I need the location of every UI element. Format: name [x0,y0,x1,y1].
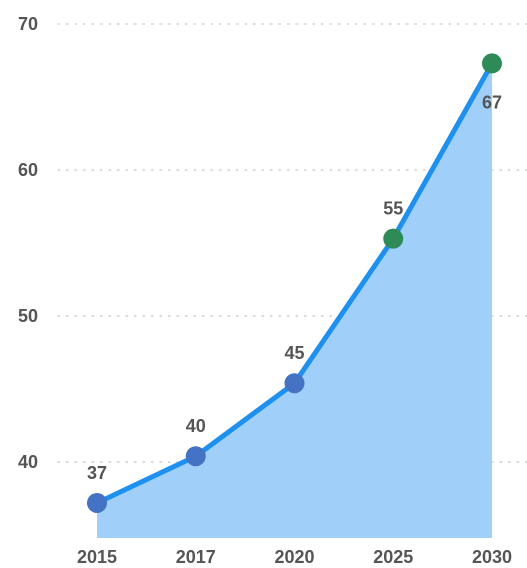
data-label-2015: 37 [87,463,107,483]
x-tick-label-2017: 2017 [176,547,216,567]
y-tick-label-70: 70 [18,14,38,34]
x-tick-label-2015: 2015 [77,547,117,567]
data-point-2020 [284,373,305,394]
x-tick-label-2030: 2030 [472,547,512,567]
data-point-2015 [87,492,107,513]
y-tick-label-50: 50 [18,306,38,326]
data-label-2020: 45 [284,343,304,363]
area-fill [97,63,492,538]
data-labels: 37 40 45 55 67 [87,92,502,483]
y-tick-label-60: 60 [18,160,38,180]
data-point-2030 [482,53,502,74]
data-label-2030: 67 [482,92,502,112]
y-tick-label-40: 40 [18,452,38,472]
data-point-2017 [185,446,206,467]
data-label-2025: 55 [383,199,403,219]
data-label-2017: 40 [186,416,206,436]
x-axis-ticks: 2015 2017 2020 2025 2030 [77,547,512,567]
data-point-2025 [383,228,404,249]
data-points [87,53,502,513]
y-axis-ticks: 40 50 60 70 [18,14,38,472]
x-tick-label-2025: 2025 [373,547,413,567]
x-tick-label-2020: 2020 [274,547,314,567]
